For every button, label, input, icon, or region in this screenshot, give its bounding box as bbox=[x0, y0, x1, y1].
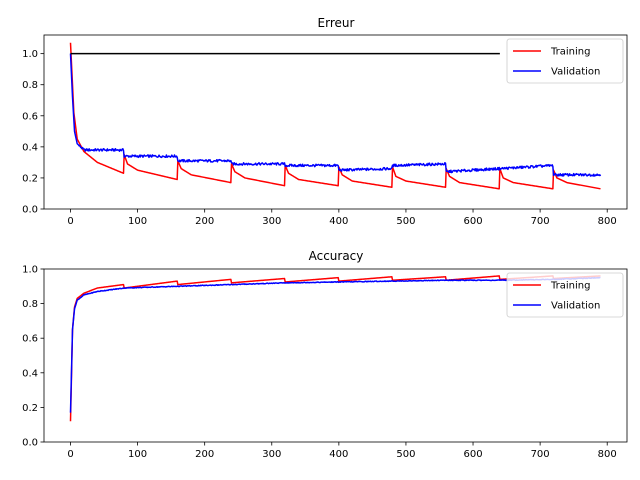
legend-label: Training bbox=[550, 281, 590, 292]
x-tick-label: 400 bbox=[329, 449, 348, 460]
legend: Training Validation bbox=[506, 38, 624, 84]
x-tick-label: 600 bbox=[463, 449, 482, 460]
series-line-training bbox=[69, 42, 601, 190]
x-tick-label: 300 bbox=[262, 216, 281, 227]
x-tick-label: 700 bbox=[531, 216, 550, 227]
y-tick-label: 1.0 bbox=[22, 265, 38, 276]
x-tick-label: 100 bbox=[128, 216, 147, 227]
y-tick-label: 0.6 bbox=[22, 111, 38, 122]
legend-label: Training bbox=[550, 47, 590, 58]
x-tick-label: 200 bbox=[195, 216, 214, 227]
chart-title: Accuracy bbox=[309, 249, 364, 263]
x-tick-label: 500 bbox=[396, 216, 415, 227]
y-tick-label: 0.2 bbox=[22, 173, 38, 184]
chart-title: Erreur bbox=[318, 16, 355, 30]
x-tick-label: 800 bbox=[598, 449, 617, 460]
plot-area bbox=[69, 42, 602, 190]
series-line-validation bbox=[69, 53, 602, 177]
x-tick-label: 600 bbox=[463, 216, 482, 227]
axis-ticks: 0 100 200 300 400 500 600 700 800 0.0 0.2 0.4 0.6 0.8… bbox=[22, 49, 617, 227]
y-tick-label: 0.8 bbox=[22, 299, 38, 310]
y-tick-label: 0.0 bbox=[22, 205, 38, 216]
chart-panel-accuracy: Accuracy 0 100 200 300 400 500 600 700 800 0.0 0.2… bbox=[22, 249, 628, 461]
y-tick-label: 0.0 bbox=[22, 438, 38, 449]
x-tick-label: 500 bbox=[396, 449, 415, 460]
x-tick-label: 200 bbox=[195, 449, 214, 460]
chart-panel-erreur: Erreur 0 100 200 300 400 500 600 700 800 0.0 0.2 0.… bbox=[22, 16, 628, 227]
legend-frame bbox=[506, 272, 624, 318]
x-tick-label: 400 bbox=[329, 216, 348, 227]
legend: Training Validation bbox=[506, 272, 624, 318]
y-tick-label: 0.6 bbox=[22, 334, 38, 345]
y-tick-label: 0.4 bbox=[22, 368, 38, 379]
axis-ticks: 0 100 200 300 400 500 600 700 800 0.0 0.2 0.4 0.6 0.8… bbox=[22, 265, 617, 461]
x-tick-label: 0 bbox=[67, 216, 73, 227]
x-tick-label: 800 bbox=[598, 216, 617, 227]
y-tick-label: 1.0 bbox=[22, 49, 38, 60]
x-tick-label: 100 bbox=[128, 449, 147, 460]
legend-label: Validation bbox=[551, 67, 600, 78]
y-tick-label: 0.8 bbox=[22, 80, 38, 91]
y-tick-label: 0.4 bbox=[22, 142, 38, 153]
axes-frame bbox=[43, 34, 628, 210]
y-tick-label: 0.2 bbox=[22, 403, 38, 414]
legend-frame bbox=[506, 38, 624, 84]
x-tick-label: 300 bbox=[262, 449, 281, 460]
x-tick-label: 0 bbox=[67, 449, 73, 460]
legend-label: Validation bbox=[551, 301, 600, 312]
axes-frame bbox=[43, 268, 628, 443]
x-tick-label: 700 bbox=[531, 449, 550, 460]
